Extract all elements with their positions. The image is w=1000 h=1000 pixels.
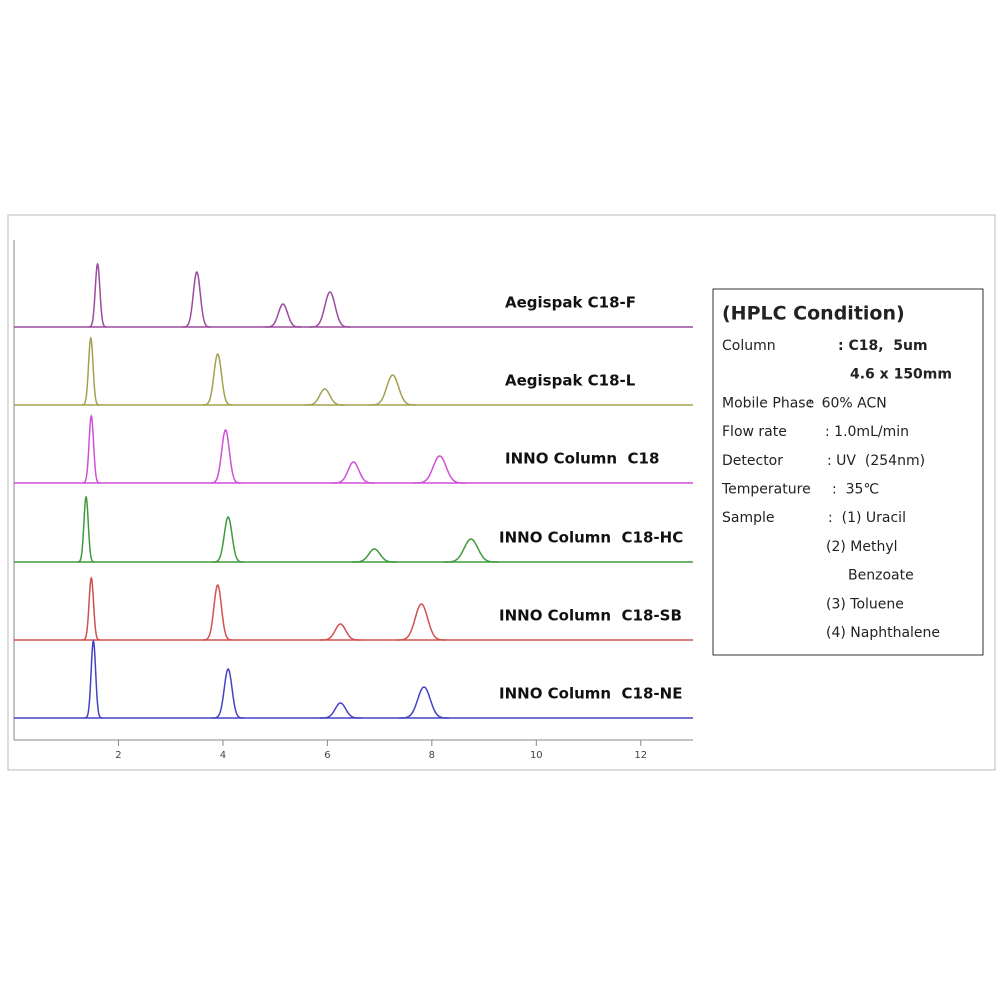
x-tick-label: 10 (530, 750, 543, 761)
peak (331, 461, 376, 484)
peak (202, 352, 233, 406)
peak (319, 702, 362, 719)
box-title: (HPLC Condition) (722, 303, 905, 325)
condition-value: : UV (254nm) (827, 453, 925, 469)
peak (264, 303, 302, 328)
peak (82, 414, 101, 484)
x-tick-label: 6 (324, 750, 330, 761)
peak (443, 538, 499, 563)
peak (304, 388, 345, 406)
x-tick-label: 8 (429, 750, 435, 761)
series-label: Aegispak C18-F (505, 294, 636, 312)
peak (396, 603, 447, 641)
condition-value: Benzoate (848, 568, 914, 584)
series-label: INNO Column C18-HC (499, 529, 683, 547)
peak (82, 576, 101, 641)
peak (77, 495, 95, 563)
x-tick-label: 2 (115, 750, 121, 761)
peak (414, 455, 466, 484)
x-tick-label: 12 (634, 750, 647, 761)
condition-label: Mobile Phase (722, 395, 814, 411)
condition-value: (2) Methyl (826, 539, 898, 555)
peak (88, 262, 107, 328)
peak (369, 374, 417, 406)
condition-value: (3) Toluene (826, 596, 904, 612)
peak (81, 336, 100, 406)
condition-label: Column (722, 338, 776, 354)
condition-box (712, 288, 984, 656)
x-tick-label: 4 (220, 750, 226, 761)
series-label: Aegispak C18-L (505, 372, 636, 390)
series-label: INNO Column C18 (505, 450, 659, 468)
condition-value: : (1) Uracil (828, 510, 906, 526)
peak (319, 623, 362, 641)
condition-label: Flow rate (722, 424, 787, 440)
condition-value: : 60% ACN (808, 395, 887, 411)
peak (84, 639, 103, 719)
condition-value: 4.6 x 150mm (850, 367, 952, 383)
peak (182, 270, 211, 328)
condition-value: : C18, 5um (838, 338, 928, 354)
condition-label: Detector (722, 453, 783, 469)
condition-value: : 1.0mL/min (825, 424, 909, 440)
condition-value: (4) Naphthalene (826, 625, 940, 641)
peak (399, 686, 449, 719)
condition-value: : 35℃ (832, 482, 879, 498)
series-label: INNO Column C18-SB (499, 607, 682, 625)
peak (212, 516, 244, 563)
peak (210, 428, 241, 484)
peak (202, 583, 233, 641)
series-label: INNO Column C18-NE (499, 685, 682, 703)
peak (212, 668, 244, 719)
peak (351, 548, 397, 563)
condition-label: Temperature (721, 482, 811, 498)
peak (309, 291, 351, 328)
condition-label: Sample (722, 510, 775, 526)
